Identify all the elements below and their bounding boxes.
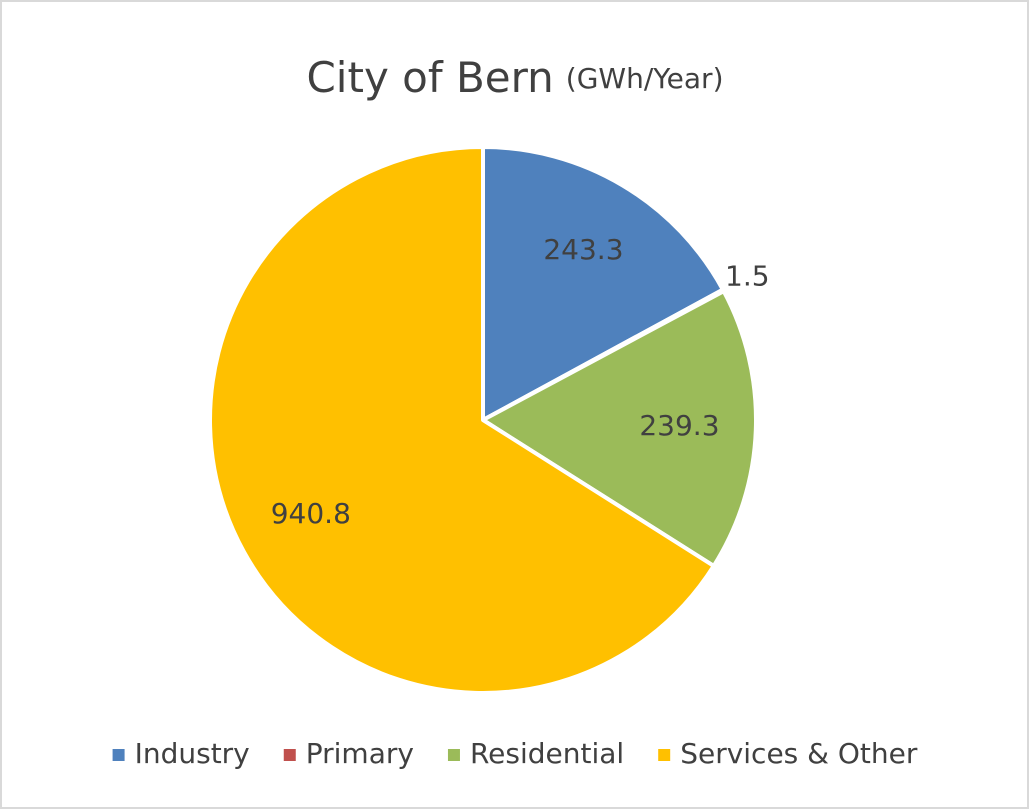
data-label: 940.8	[271, 497, 351, 530]
data-label: 239.3	[639, 409, 719, 442]
legend-item: Primary	[283, 737, 414, 770]
data-labels: 243.3 1.5 239.3 940.8	[271, 233, 770, 530]
legend-item: Services & Other	[658, 737, 918, 770]
legend-item: Residential	[447, 737, 624, 770]
legend-marker	[283, 749, 296, 761]
legend-item: Industry	[112, 737, 250, 770]
title-main: City of Bern	[306, 53, 553, 102]
legend-label: Residential	[470, 737, 624, 770]
chart-title: City of Bern (GWh/Year)	[306, 53, 723, 102]
legend-label: Primary	[306, 737, 414, 770]
legend: Industry Primary Residential Services & Oth…	[112, 737, 918, 770]
legend-marker	[658, 749, 671, 761]
legend-marker	[447, 749, 460, 761]
pie-slice	[481, 289, 758, 568]
pie-slice	[208, 145, 716, 695]
legend-marker	[112, 749, 125, 761]
pie-slice	[481, 145, 725, 422]
title-unit: (GWh/Year)	[566, 62, 724, 95]
data-label: 243.3	[543, 233, 623, 266]
legend-label: Services & Other	[680, 737, 918, 770]
data-label: 1.5	[725, 259, 770, 292]
legend-label: Industry	[135, 737, 250, 770]
pie	[208, 145, 758, 695]
